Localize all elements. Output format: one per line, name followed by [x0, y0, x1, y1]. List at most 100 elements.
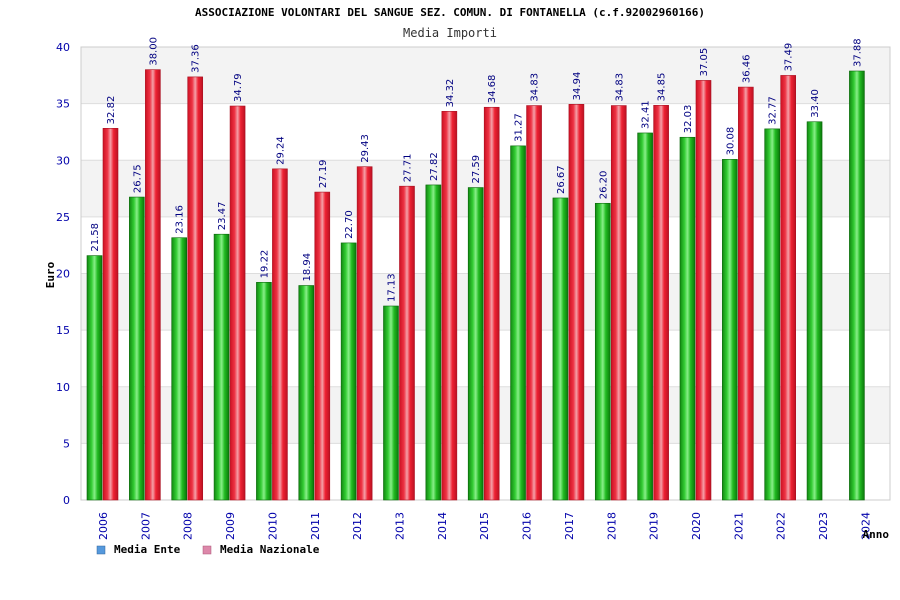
bar-media-nazionale-2013: [399, 185, 415, 501]
data-label-media-ente-2018: 26.20: [598, 171, 609, 200]
chart-subtitle: Media Importi: [403, 26, 497, 40]
data-label-media-ente-2021: 30.08: [725, 127, 736, 156]
legend-label-media-nazionale: Media Nazionale: [220, 543, 320, 556]
data-label-media-ente-2017: 26.67: [556, 165, 567, 194]
bars: 21.58 32.82 26.75 38.00 23.16 37.36 23.47 34.79…: [86, 37, 865, 501]
bar-media-ente-2006: [86, 255, 103, 501]
x-tick-label-2013: 2013: [393, 512, 406, 540]
data-label-media-nazionale-2018: 34.83: [614, 73, 625, 102]
x-tick-label-2010: 2010: [266, 512, 279, 540]
bar-media-nazionale-2015: [483, 106, 500, 501]
data-label-media-ente-2006: 21.58: [90, 223, 101, 252]
plot-band: [81, 47, 890, 104]
x-tick-label-2006: 2006: [97, 512, 110, 540]
x-tick-label-2015: 2015: [478, 512, 491, 540]
bar-media-nazionale-2019: [653, 105, 669, 501]
bar-media-ente-2014: [425, 184, 442, 501]
data-label-media-nazionale-2014: 34.32: [445, 79, 456, 108]
x-tick-label-2014: 2014: [436, 512, 449, 540]
y-tick-label: 0: [63, 494, 70, 507]
legend-label-media-ente: Media Ente: [114, 543, 181, 556]
data-label-media-ente-2009: 23.47: [217, 202, 228, 231]
data-label-media-nazionale-2012: 29.43: [360, 134, 371, 163]
legend: Media Ente Media Nazionale: [96, 543, 320, 556]
data-label-media-nazionale-2009: 34.79: [233, 73, 244, 102]
y-tick-label: 30: [56, 154, 70, 167]
y-tick-label: 25: [56, 211, 70, 224]
data-label-media-nazionale-2021: 36.46: [741, 54, 752, 83]
bar-media-ente-2016: [510, 145, 526, 501]
x-tick-label-2021: 2021: [732, 512, 745, 540]
bar-media-nazionale-2022: [780, 75, 796, 501]
x-axis-title: Anno: [863, 528, 890, 541]
x-tick-label-2019: 2019: [648, 512, 661, 540]
y-tick-label: 20: [56, 268, 70, 281]
data-label-media-nazionale-2011: 27.19: [318, 159, 329, 188]
y-tick-label: 35: [56, 98, 70, 111]
bar-media-ente-2009: [213, 233, 230, 501]
bar-media-ente-2023: [806, 121, 823, 501]
bar-media-ente-2021: [722, 159, 738, 501]
bar-media-ente-2011: [298, 285, 315, 501]
data-label-media-ente-2019: 32.41: [641, 100, 652, 129]
bar-media-nazionale-2007: [145, 69, 161, 501]
bar-media-ente-2020: [679, 136, 696, 501]
data-label-media-nazionale-2016: 34.83: [530, 73, 541, 102]
y-axis-ticks: 0 5 10 15 20 25 30 35 40: [56, 41, 70, 507]
bar-media-ente-2010: [256, 282, 272, 501]
bar-media-nazionale-2020: [695, 80, 712, 501]
bar-media-ente-2022: [764, 128, 780, 501]
data-label-media-ente-2016: 31.27: [514, 113, 525, 142]
data-label-media-nazionale-2020: 37.05: [699, 48, 710, 77]
bar-media-nazionale-2012: [356, 166, 373, 501]
bar-media-ente-2012: [340, 242, 357, 501]
bar-media-ente-2015: [467, 187, 484, 501]
data-label-media-ente-2015: 27.59: [471, 155, 482, 184]
x-tick-label-2007: 2007: [139, 512, 152, 540]
legend-swatch-media-nazionale: [202, 545, 212, 555]
bar-media-nazionale-2010: [272, 168, 288, 501]
x-tick-label-2017: 2017: [563, 512, 576, 540]
bar-media-nazionale-2018: [610, 105, 627, 501]
bar-media-ente-2019: [637, 132, 653, 501]
x-tick-label-2016: 2016: [521, 512, 534, 540]
y-tick-label: 15: [56, 324, 70, 337]
chart-title: ASSOCIAZIONE VOLONTARI DEL SANGUE SEZ. C…: [195, 6, 705, 19]
y-axis-title: Euro: [44, 261, 57, 288]
data-label-media-ente-2011: 18.94: [302, 253, 313, 282]
x-tick-label-2009: 2009: [224, 512, 237, 540]
y-tick-label: 5: [63, 437, 70, 450]
bar-media-ente-2007: [129, 196, 145, 501]
x-tick-label-2022: 2022: [775, 512, 788, 540]
bar-media-nazionale-2016: [526, 105, 542, 501]
bar-media-nazionale-2009: [229, 105, 246, 501]
y-tick-label: 40: [56, 41, 70, 54]
bar-media-nazionale-2008: [187, 76, 204, 501]
data-label-media-nazionale-2010: 29.24: [275, 136, 286, 165]
x-tick-label-2024: 2024: [859, 512, 872, 540]
bar-media-nazionale-2011: [314, 191, 331, 501]
data-label-media-nazionale-2019: 34.85: [657, 73, 668, 102]
x-tick-label-2020: 2020: [690, 512, 703, 540]
data-label-media-ente-2014: 27.82: [429, 152, 440, 181]
data-label-media-nazionale-2013: 27.71: [402, 154, 413, 183]
x-axis-ticks: 2006 2007 2008 2009 2010 2011 2012 2013 2014 2015…: [97, 512, 872, 540]
x-tick-label-2012: 2012: [351, 512, 364, 540]
bar-media-ente-2018: [594, 202, 611, 501]
legend-swatch-media-ente: [96, 545, 106, 555]
data-label-media-nazionale-2006: 32.82: [106, 96, 117, 125]
bar-media-ente-2013: [383, 305, 399, 501]
bar-media-nazionale-2021: [738, 86, 754, 501]
bar-media-nazionale-2014: [441, 111, 458, 501]
bar-media-ente-2008: [171, 237, 188, 501]
bar-media-ente-2017: [552, 197, 569, 501]
bar-media-nazionale-2006: [102, 128, 119, 501]
bar-media-ente-2024: [849, 70, 865, 501]
data-label-media-ente-2008: 23.16: [175, 205, 186, 234]
data-label-media-ente-2012: 22.70: [344, 210, 355, 239]
data-label-media-ente-2010: 19.22: [259, 250, 270, 279]
data-label-media-ente-2023: 33.40: [810, 89, 821, 118]
data-label-media-ente-2022: 32.77: [768, 96, 779, 125]
x-tick-label-2023: 2023: [817, 512, 830, 540]
